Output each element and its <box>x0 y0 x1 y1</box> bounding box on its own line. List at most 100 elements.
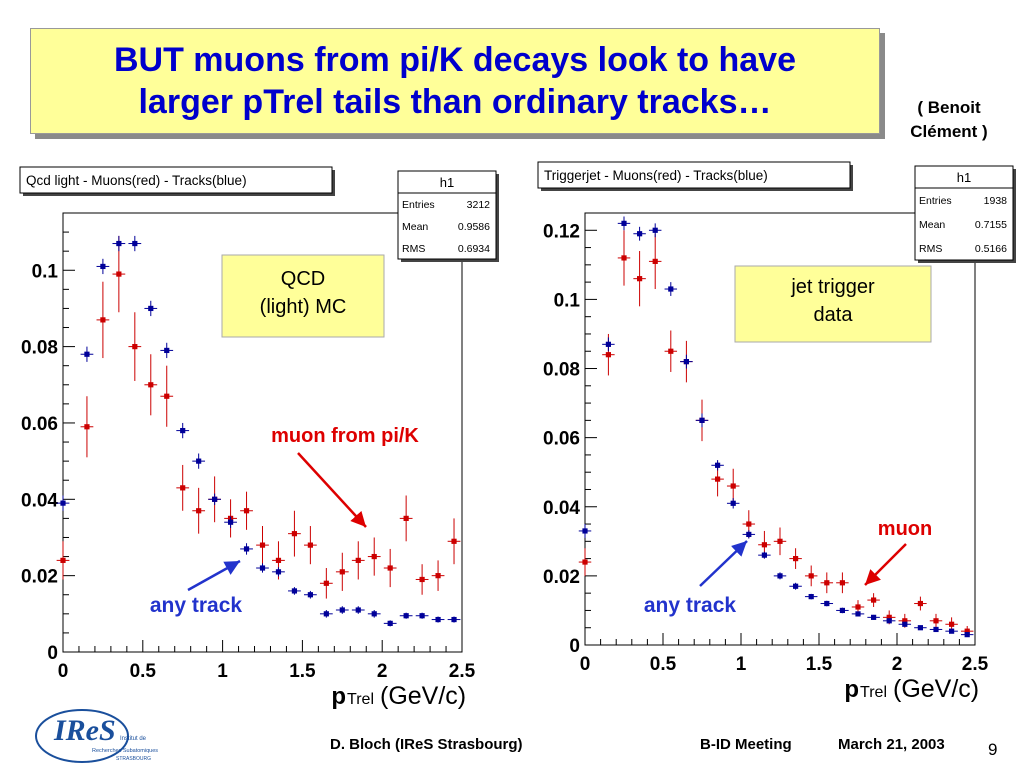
x-tick-label: 1.5 <box>806 654 833 675</box>
data-point <box>339 569 345 575</box>
x-tick-label: 0.5 <box>650 654 677 675</box>
data-point <box>902 621 908 627</box>
track-annotation: any track <box>644 594 737 617</box>
slide-title-box: BUT muons from pi/K decays look to have … <box>30 28 880 134</box>
data-point <box>419 613 425 619</box>
data-point <box>621 255 627 261</box>
histo-title: Triggerjet - Muons(red) - Tracks(blue) <box>544 168 768 183</box>
y-tick-label: 0.08 <box>21 338 58 359</box>
data-point <box>777 573 783 579</box>
data-point <box>164 347 170 354</box>
y-tick-label: 0 <box>569 636 580 657</box>
data-point <box>839 607 845 614</box>
data-point <box>339 607 345 613</box>
y-tick-label: 0.06 <box>21 414 58 435</box>
chart-2: 0 0.02 0.04 0.06 0.08 0.1 0.12 0 0.5 1 1.5 2 2.5 pTre… <box>537 161 1016 703</box>
data-point <box>855 604 861 610</box>
data-point <box>793 556 799 562</box>
stats-key: Mean <box>402 221 428 233</box>
data-point <box>699 417 705 423</box>
data-point <box>196 458 202 464</box>
x-axis-label-sub: Trel <box>347 691 374 708</box>
stats-key: Entries <box>919 195 952 207</box>
y-tick-label: 0.1 <box>554 290 581 311</box>
data-point <box>582 559 588 565</box>
footer-date: March 21, 2003 <box>838 736 945 753</box>
data-point <box>808 573 814 579</box>
stats-value: 3212 <box>467 199 491 211</box>
stats-name: h1 <box>957 170 971 185</box>
footer-meeting: B-ID Meeting <box>700 736 792 753</box>
plot-label-line: QCD <box>281 268 325 290</box>
stats-value: 0.7155 <box>975 219 1007 231</box>
series-muons <box>56 235 461 599</box>
data-point <box>196 508 202 514</box>
stats-box <box>397 170 497 260</box>
x-axis-label: pTrel <box>844 676 887 703</box>
plot-label-line: jet trigger <box>790 276 875 298</box>
histo-title: Qcd light - Muons(red) - Tracks(blue) <box>26 173 247 188</box>
data-point <box>60 500 66 506</box>
x-tick-label: 0.5 <box>130 661 157 682</box>
page-number: 9 <box>988 740 998 759</box>
stats-value: 0.6934 <box>458 243 490 255</box>
histo-title-box <box>537 161 851 189</box>
data-point <box>949 621 955 627</box>
x-tick-label: 2 <box>377 661 388 682</box>
logo-text: IReS <box>53 714 116 747</box>
data-point <box>730 500 736 506</box>
data-point <box>902 618 908 624</box>
x-tick-label: 2 <box>892 654 903 675</box>
series-tracks <box>578 216 974 638</box>
data-point <box>275 557 282 563</box>
data-point <box>371 553 377 560</box>
stats-value: 0.9586 <box>458 221 490 233</box>
data-point <box>164 393 170 399</box>
data-point <box>355 607 361 613</box>
data-point <box>180 427 186 434</box>
data-point <box>839 580 845 586</box>
y-tick-label: 0.04 <box>21 490 58 511</box>
data-point <box>886 614 892 620</box>
series-tracks <box>56 235 461 627</box>
data-point <box>403 613 409 619</box>
data-point <box>84 351 90 357</box>
data-point <box>637 276 643 282</box>
data-point <box>949 628 955 634</box>
data-point <box>243 546 250 552</box>
plot-label-box <box>221 254 385 338</box>
data-point <box>307 542 313 548</box>
histo-title-box <box>19 166 333 194</box>
stats-value: 1938 <box>984 195 1008 207</box>
data-point <box>323 580 329 586</box>
data-point <box>824 600 830 607</box>
data-point <box>323 611 329 617</box>
x-tick-label: 0 <box>58 661 69 682</box>
plot-label-line: data <box>814 304 854 326</box>
data-point <box>212 496 218 502</box>
data-point <box>291 531 298 537</box>
data-point <box>355 557 361 563</box>
muon-arrow <box>297 452 367 528</box>
data-point <box>964 632 970 638</box>
data-point <box>793 583 799 589</box>
data-point <box>933 626 939 633</box>
data-point <box>683 359 689 365</box>
slide-title-line2: larger pTrel tails than ordinary tracks… <box>138 83 772 121</box>
data-point <box>227 519 234 525</box>
data-point <box>933 618 939 624</box>
data-point <box>917 625 923 631</box>
credit: ( Benoit Clément ) <box>886 96 1012 144</box>
muon-arrow <box>864 543 907 586</box>
credit-line2: Clément ) <box>910 122 988 141</box>
stats-name: h1 <box>440 175 454 190</box>
y-tick-label: 0.06 <box>543 429 580 450</box>
y-tick-label: 0.08 <box>543 360 580 381</box>
stats-value: 0.5166 <box>975 243 1007 255</box>
stats-key: Mean <box>919 219 945 231</box>
stats-key: RMS <box>919 243 942 255</box>
data-point <box>451 616 457 623</box>
stats-key: Entries <box>402 199 435 211</box>
y-tick-label: 0.04 <box>543 498 580 519</box>
